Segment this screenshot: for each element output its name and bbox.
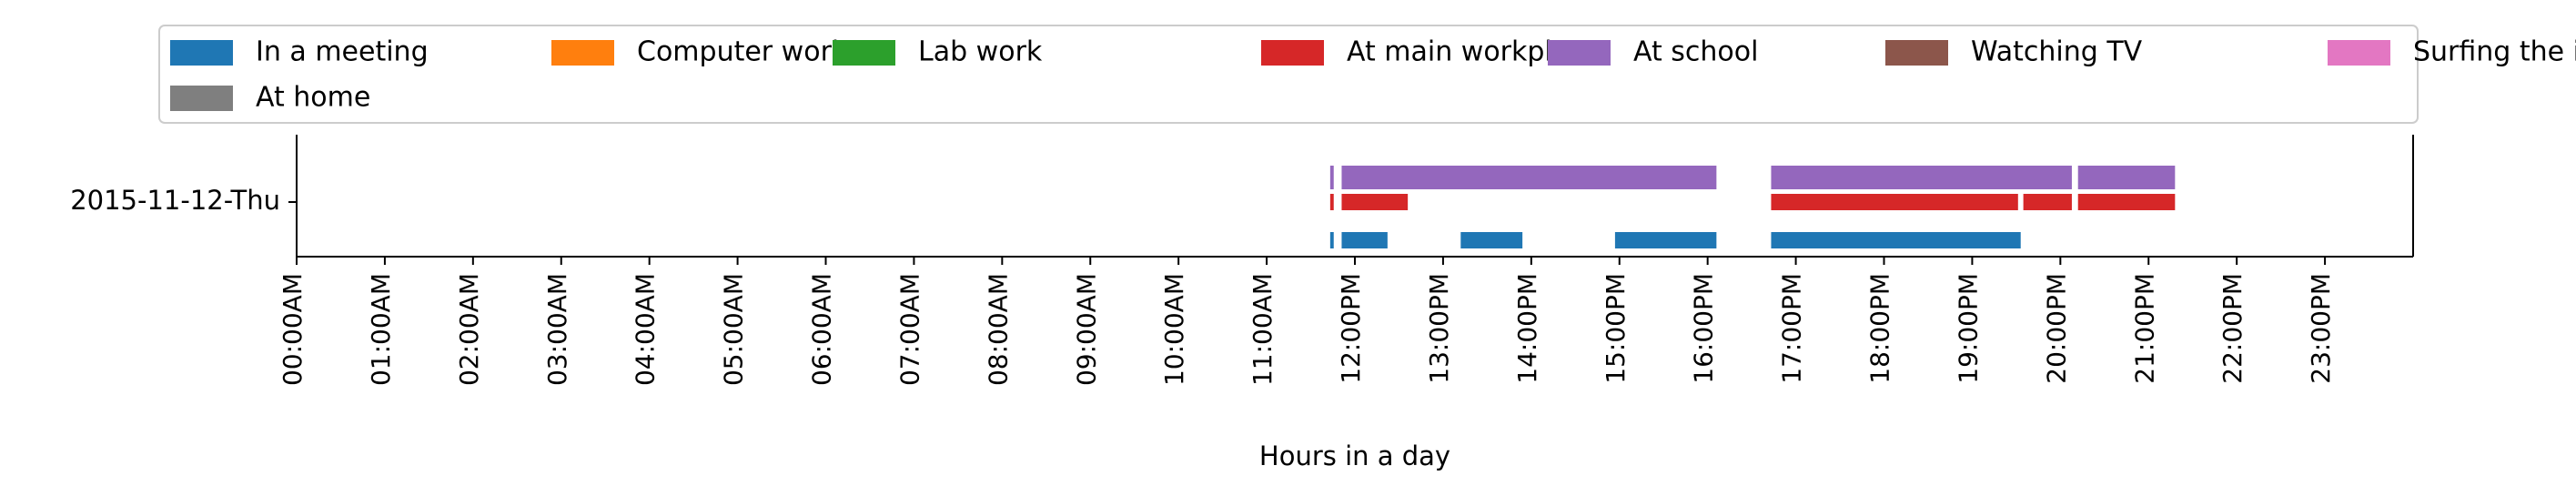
activity-bar [1329,194,1334,210]
legend-label: At school [1633,36,1758,68]
x-tick-label: 07:00AM [894,273,924,386]
x-tick-label: 02:00AM [454,273,484,386]
legend-swatch [170,40,233,66]
x-tick-label: 10:00AM [1159,273,1189,386]
legend-swatch [1261,40,1324,66]
legend-label: Watching TV [1971,36,2143,68]
x-tick-label: 20:00PM [2041,273,2071,384]
x-tick-label: 11:00AM [1248,273,1278,386]
legend-label: Computer work [637,36,848,68]
y-axis: 2015-11-12-Thu [70,185,297,216]
x-tick-label: 13:00PM [1424,273,1454,384]
activity-bar [2077,194,2176,210]
x-tick-label: 19:00PM [1953,273,1983,384]
activity-bar [1329,232,1334,248]
x-tick-label: 00:00AM [278,273,308,386]
activity-bar [1329,166,1334,189]
x-tick-label: 18:00PM [1865,273,1895,384]
x-tick-label: 08:00AM [983,273,1013,386]
activity-bar [2077,166,2176,189]
x-axis-label: Hours in a day [1259,440,1450,471]
activity-bar [1460,232,1523,248]
activity-bar [2023,194,2072,210]
activity-bar [1771,194,2018,210]
x-tick-label: 15:00PM [1601,273,1631,384]
x-tick-label: 04:00AM [631,273,661,386]
x-axis: 00:00AM 01:00AM 02:00AM 03:00AM 04:00AM 05:00… [278,257,2336,471]
legend-label: At home [256,82,370,114]
activity-bar [1341,194,1409,210]
legend-label: In a meeting [256,36,429,68]
x-tick-label: 21:00PM [2129,273,2159,384]
x-tick-label: 06:00AM [807,273,837,386]
legend: In a meeting Computer work Lab work At main… [158,25,2576,124]
x-tick-label: 14:00PM [1512,273,1542,384]
legend-swatch [170,86,233,111]
x-tick-label: 09:00AM [1071,273,1101,386]
x-tick-label: 16:00PM [1689,273,1719,384]
x-tick-label: 17:00PM [1777,273,1807,384]
legend-swatch [1885,40,1948,66]
x-tick-label: 12:00PM [1336,273,1366,384]
legend-swatch [2328,40,2390,66]
x-tick-label: 22:00PM [2217,273,2248,384]
activity-bar [1341,166,1717,189]
x-tick-label: 23:00PM [2306,273,2336,384]
activity-bar [1771,232,2021,248]
legend-frame [158,25,2419,124]
x-tick-label: 03:00AM [542,273,572,386]
x-tick-label: 01:00AM [366,273,396,386]
legend-swatch [551,40,614,66]
y-tick-label: 2015-11-12-Thu [70,185,280,216]
legend-swatch [1548,40,1611,66]
x-tick-label: 05:00AM [719,273,749,386]
plot-area [296,135,2414,258]
legend-swatch [833,40,895,66]
activity-bar [1771,166,2072,189]
activity-bar [1614,232,1717,248]
legend-label: Surfing the internet [2413,36,2576,68]
legend-label: Lab work [918,36,1043,68]
activity-bar [1341,232,1388,248]
